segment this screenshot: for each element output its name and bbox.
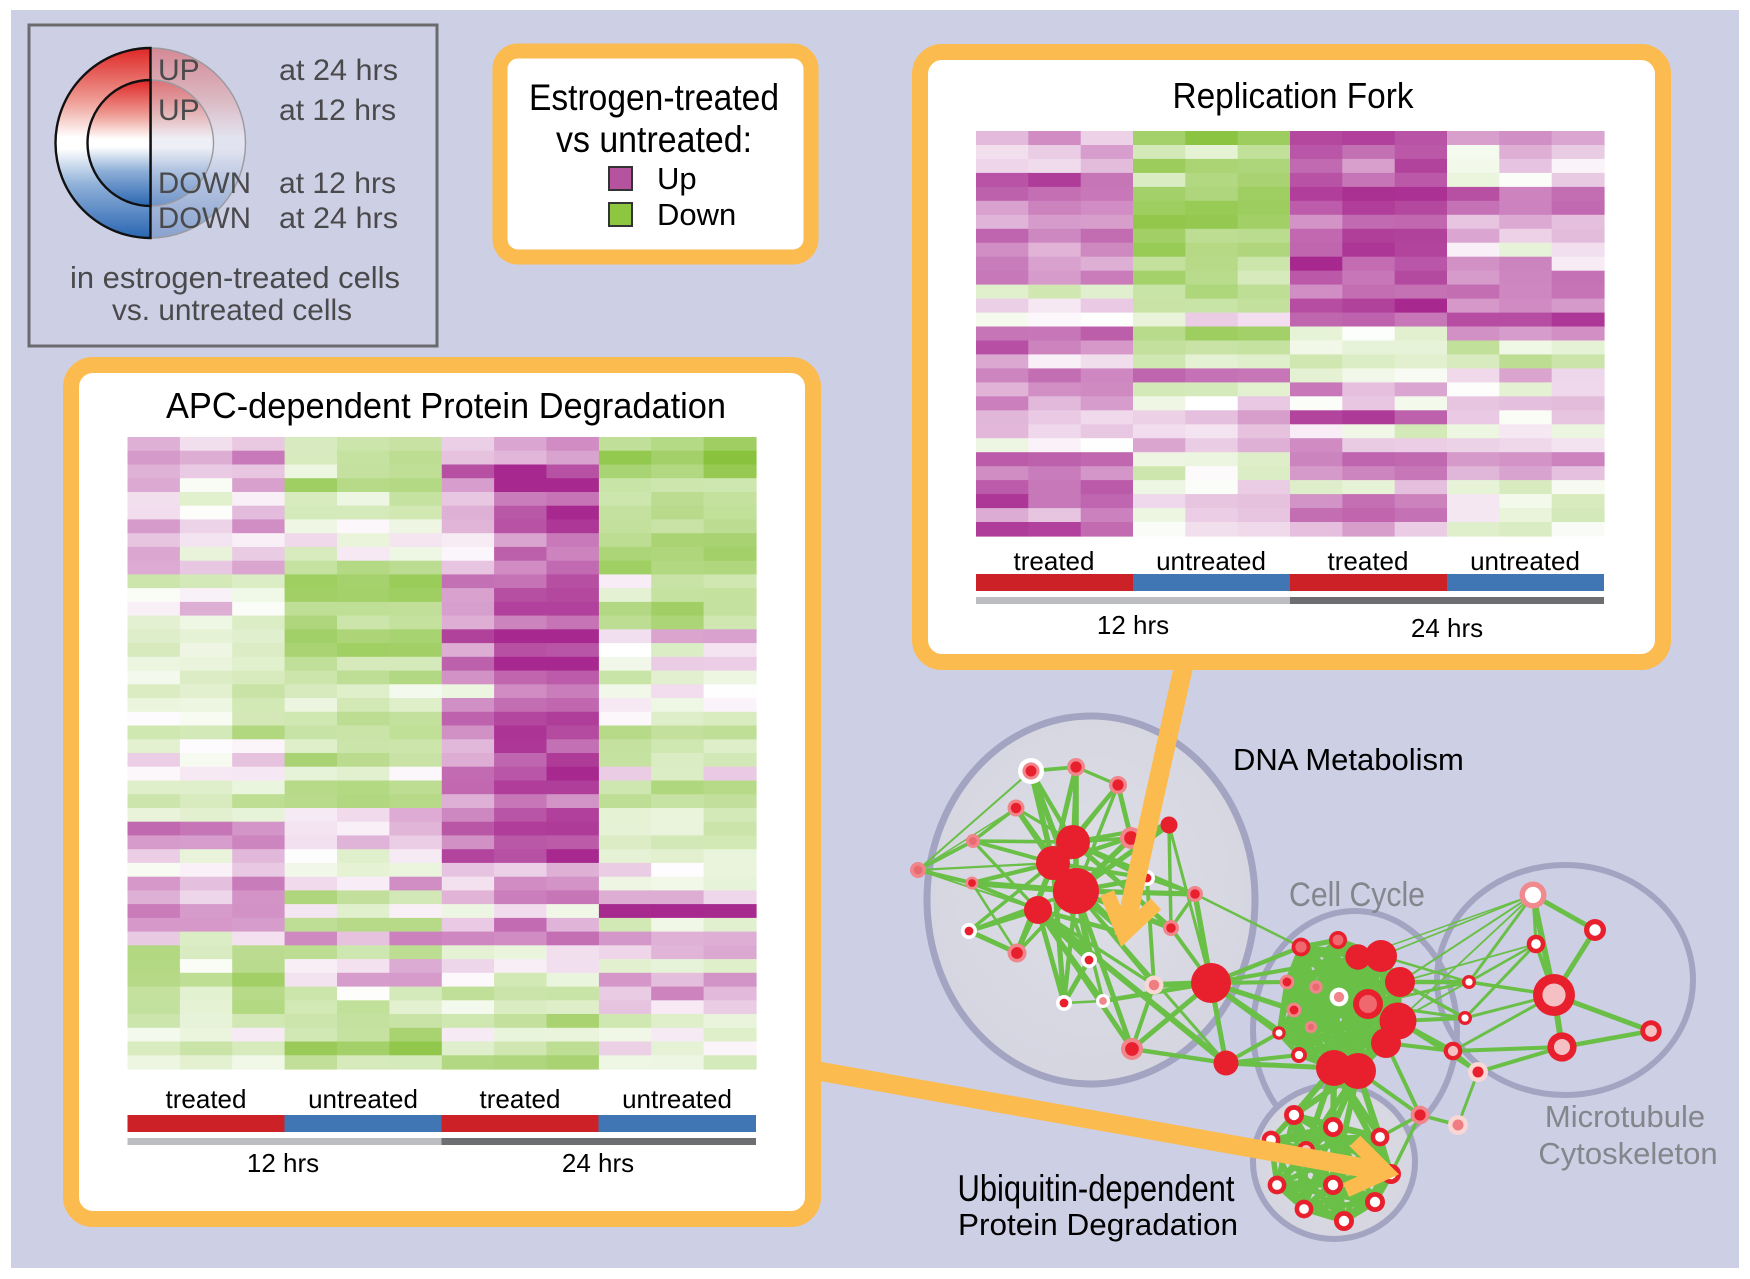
svg-text:Estrogen-treated: Estrogen-treated <box>529 77 779 118</box>
svg-text:APC-dependent Protein Degradat: APC-dependent Protein Degradation <box>166 385 726 426</box>
svg-text:vs untreated:: vs untreated: <box>556 119 752 160</box>
svg-text:vs. untreated cells: vs. untreated cells <box>112 294 352 327</box>
svg-text:treated: treated <box>1014 546 1095 576</box>
svg-text:treated: treated <box>480 1084 561 1114</box>
svg-text:24 hrs: 24 hrs <box>1411 613 1483 643</box>
svg-text:Replication Fork: Replication Fork <box>1173 75 1415 116</box>
svg-text:at 24 hrs: at 24 hrs <box>279 202 398 235</box>
svg-text:untreated: untreated <box>1470 546 1580 576</box>
svg-text:Ubiquitin-dependent: Ubiquitin-dependent <box>958 1168 1236 1209</box>
svg-text:untreated: untreated <box>308 1084 418 1114</box>
svg-text:DOWN: DOWN <box>158 167 251 200</box>
svg-text:UP: UP <box>158 94 200 127</box>
svg-text:Cytoskeleton: Cytoskeleton <box>1538 1136 1717 1171</box>
svg-text:in estrogen-treated cells: in estrogen-treated cells <box>70 260 400 295</box>
svg-text:Cell Cycle: Cell Cycle <box>1289 876 1425 914</box>
svg-text:Microtubule: Microtubule <box>1545 1099 1705 1134</box>
svg-text:treated: treated <box>1328 546 1409 576</box>
svg-text:DOWN: DOWN <box>158 202 251 235</box>
svg-text:24 hrs: 24 hrs <box>562 1148 634 1178</box>
svg-text:Up: Up <box>657 161 697 196</box>
svg-text:at 24 hrs: at 24 hrs <box>279 54 398 87</box>
svg-text:DNA Metabolism: DNA Metabolism <box>1233 742 1464 777</box>
svg-text:12 hrs: 12 hrs <box>247 1148 319 1178</box>
svg-text:UP: UP <box>158 54 200 87</box>
svg-text:untreated: untreated <box>622 1084 732 1114</box>
svg-text:untreated: untreated <box>1156 546 1266 576</box>
svg-text:at 12 hrs: at 12 hrs <box>279 94 396 127</box>
svg-text:treated: treated <box>166 1084 247 1114</box>
svg-text:Protein Degradation: Protein Degradation <box>958 1207 1238 1242</box>
svg-text:12 hrs: 12 hrs <box>1097 610 1169 640</box>
svg-text:Down: Down <box>657 197 736 232</box>
svg-text:at 12 hrs: at 12 hrs <box>279 167 396 200</box>
